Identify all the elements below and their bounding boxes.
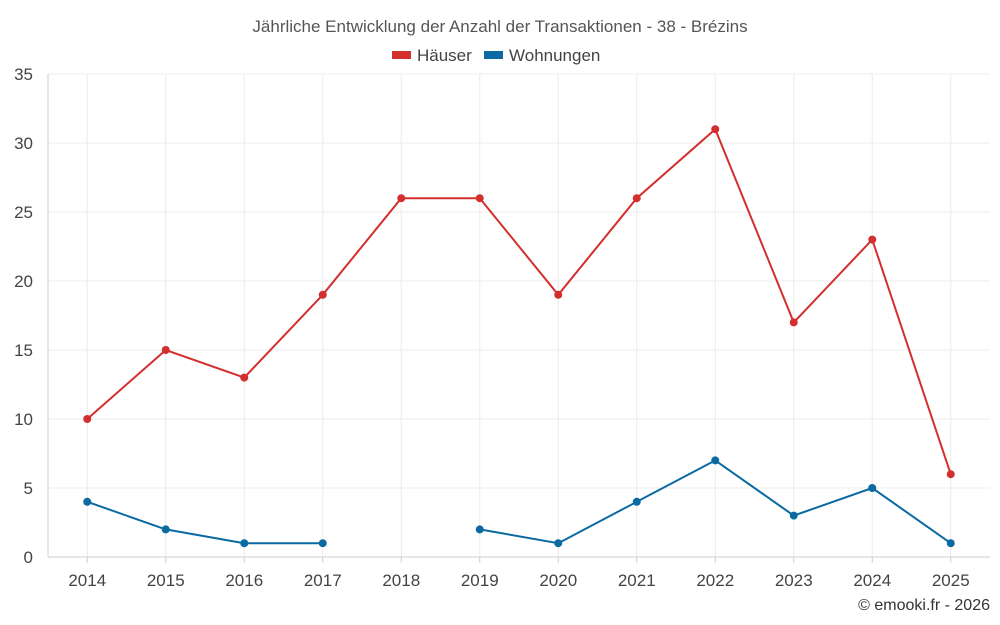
x-tick-label: 2019 — [461, 571, 499, 590]
legend-label-apartments[interactable]: Wohnungen — [509, 46, 600, 65]
legend-label-houses[interactable]: Häuser — [417, 46, 472, 65]
series-1 — [83, 456, 955, 548]
y-tick-label: 15 — [14, 341, 33, 360]
data-point[interactable] — [318, 539, 327, 548]
x-tick-label: 2021 — [618, 571, 656, 590]
series-line-0 — [86, 127, 952, 475]
credit-text: © emooki.fr - 2026 — [858, 597, 990, 614]
x-tick-label: 2015 — [147, 571, 185, 590]
data-point[interactable] — [240, 539, 249, 548]
data-point[interactable] — [161, 525, 170, 534]
data-point[interactable] — [868, 484, 877, 492]
data-point[interactable] — [946, 470, 955, 479]
grid — [48, 73, 990, 557]
x-tick-label: 2018 — [382, 571, 420, 590]
x-tick-label: 2022 — [696, 571, 734, 590]
data-point[interactable] — [240, 373, 249, 382]
data-point[interactable] — [868, 235, 877, 244]
x-tick-label: 2020 — [539, 571, 577, 590]
x-tick-label: 2024 — [853, 571, 891, 590]
x-tick-label: 2016 — [225, 571, 263, 590]
data-point[interactable] — [789, 318, 798, 327]
legend: Häuser Wohnungen — [392, 46, 600, 65]
data-point[interactable] — [554, 539, 563, 548]
y-tick-label: 10 — [14, 410, 33, 429]
data-point[interactable] — [318, 290, 327, 299]
legend-swatch-houses — [392, 51, 411, 59]
data-point[interactable] — [83, 415, 92, 423]
data-point[interactable] — [711, 456, 720, 465]
data-point[interactable] — [475, 525, 484, 534]
data-point[interactable] — [161, 346, 170, 354]
data-point[interactable] — [946, 539, 955, 548]
y-tick-label: 35 — [14, 65, 33, 84]
series-line-1 — [86, 500, 323, 545]
series-0 — [83, 125, 955, 479]
legend-swatch-apartments — [484, 51, 503, 59]
data-point[interactable] — [83, 497, 92, 506]
y-tick-label: 30 — [14, 134, 33, 153]
y-tick-label: 20 — [14, 272, 33, 291]
data-point[interactable] — [397, 194, 406, 203]
y-tick-label: 25 — [14, 203, 33, 222]
data-point[interactable] — [632, 497, 641, 506]
data-point[interactable] — [475, 194, 484, 203]
x-tick-label: 2023 — [775, 571, 813, 590]
series — [83, 125, 955, 548]
x-tick-label: 2025 — [932, 571, 970, 590]
x-tick-label: 2014 — [68, 571, 106, 590]
data-point[interactable] — [632, 194, 641, 203]
data-point[interactable] — [789, 511, 798, 520]
y-tick-label: 0 — [24, 548, 33, 567]
x-tick-label: 2017 — [304, 571, 342, 590]
chart-title: Jährliche Entwicklung der Anzahl der Tra… — [252, 17, 747, 36]
data-point[interactable] — [711, 125, 720, 134]
data-point[interactable] — [554, 290, 563, 299]
y-tick-label: 5 — [24, 479, 33, 498]
